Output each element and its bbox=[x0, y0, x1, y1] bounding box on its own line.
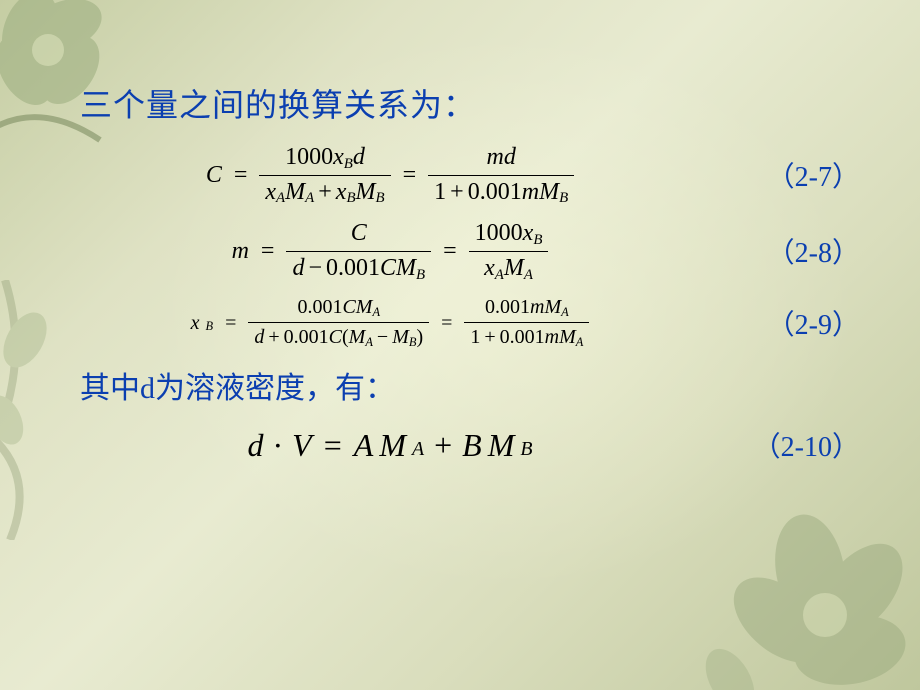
equation-label-2-10: （2-10） bbox=[700, 425, 860, 465]
equation-2-7: C= 1000xBd xAMA+xBMB = md 1+0.001mMB bbox=[206, 144, 574, 206]
equation-2-9: xB= 0.001CMA d+0.001C(MA−MB) = 0.001mMA … bbox=[191, 296, 590, 349]
equation-row-2-7: C= 1000xBd xAMA+xBMB = md 1+0.001mMB （2-… bbox=[80, 144, 860, 206]
equation-2-8: m= C d−0.001CMB = 1000xB xAMA bbox=[232, 220, 549, 282]
equation-row-2-9: xB= 0.001CMA d+0.001C(MA−MB) = 0.001mMA … bbox=[80, 296, 860, 349]
heading: 三个量之间的换算关系为： bbox=[80, 80, 860, 126]
slide-content: 三个量之间的换算关系为： C= 1000xBd xAMA+xBMB = md 1… bbox=[0, 0, 920, 690]
equation-row-2-8: m= C d−0.001CMB = 1000xB xAMA （2-8） bbox=[80, 220, 860, 282]
equation-label-2-8: （2-8） bbox=[700, 231, 860, 271]
subheading: 其中d为溶液密度，有： bbox=[80, 363, 860, 407]
equation-2-10: d·V = AMA + BMB bbox=[248, 429, 533, 461]
equation-label-2-7: （2-7） bbox=[700, 155, 860, 195]
equation-row-2-10: d·V = AMA + BMB （2-10） bbox=[80, 425, 860, 465]
equation-label-2-9: （2-9） bbox=[700, 303, 860, 343]
